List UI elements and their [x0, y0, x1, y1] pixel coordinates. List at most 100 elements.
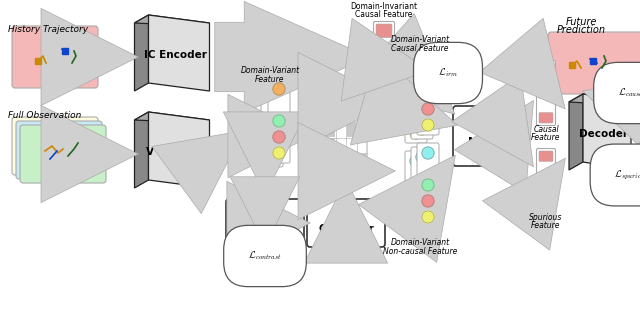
- FancyBboxPatch shape: [268, 79, 290, 163]
- Bar: [326, 154, 335, 169]
- FancyBboxPatch shape: [12, 26, 98, 88]
- FancyBboxPatch shape: [16, 121, 102, 179]
- Circle shape: [422, 211, 434, 223]
- Text: Domain-Invariant: Domain-Invariant: [351, 2, 417, 11]
- Bar: [347, 107, 356, 122]
- Polygon shape: [134, 15, 209, 26]
- Circle shape: [273, 131, 285, 143]
- Text: Feature: Feature: [531, 133, 561, 142]
- Circle shape: [410, 155, 422, 167]
- Bar: [316, 107, 325, 122]
- Text: History Trajectory: History Trajectory: [8, 26, 88, 35]
- Bar: [347, 123, 356, 137]
- Circle shape: [410, 219, 422, 231]
- Text: Feature: Feature: [531, 221, 561, 230]
- FancyBboxPatch shape: [539, 63, 553, 73]
- Text: Domain-Variant: Domain-Variant: [390, 238, 449, 247]
- Text: Full Observation: Full Observation: [8, 110, 81, 119]
- FancyBboxPatch shape: [548, 32, 640, 94]
- FancyBboxPatch shape: [536, 148, 556, 213]
- Polygon shape: [148, 15, 209, 91]
- FancyBboxPatch shape: [539, 201, 553, 211]
- Text: $\mathcal{L}_{spurious}$: $\mathcal{L}_{spurious}$: [614, 168, 640, 182]
- FancyBboxPatch shape: [453, 106, 527, 166]
- Bar: [357, 123, 367, 137]
- Circle shape: [410, 203, 422, 215]
- Polygon shape: [134, 112, 148, 188]
- Circle shape: [410, 95, 422, 107]
- Text: V Encoder: V Encoder: [146, 147, 205, 157]
- Circle shape: [422, 179, 434, 191]
- Circle shape: [422, 87, 434, 99]
- Text: Projection
Layer: Projection Layer: [237, 212, 293, 234]
- Polygon shape: [569, 94, 583, 170]
- Circle shape: [410, 63, 422, 75]
- FancyBboxPatch shape: [376, 86, 392, 100]
- Circle shape: [259, 155, 271, 167]
- Circle shape: [273, 115, 285, 127]
- Circle shape: [416, 183, 428, 195]
- FancyBboxPatch shape: [20, 125, 106, 183]
- Text: ...: ...: [381, 59, 387, 64]
- Polygon shape: [309, 91, 315, 175]
- Text: Causal Feature: Causal Feature: [355, 10, 413, 19]
- Text: Decoder: Decoder: [579, 129, 628, 139]
- Circle shape: [416, 107, 428, 119]
- Text: Future: Future: [565, 17, 596, 27]
- Circle shape: [266, 119, 278, 131]
- FancyBboxPatch shape: [376, 55, 392, 69]
- FancyBboxPatch shape: [417, 51, 439, 135]
- Circle shape: [259, 91, 271, 103]
- Text: Causal Feature: Causal Feature: [391, 44, 449, 53]
- Polygon shape: [134, 15, 148, 91]
- Circle shape: [266, 87, 278, 99]
- FancyBboxPatch shape: [405, 59, 427, 143]
- FancyBboxPatch shape: [307, 199, 385, 247]
- FancyBboxPatch shape: [12, 117, 98, 175]
- Text: Domain-Variant: Domain-Variant: [241, 66, 300, 75]
- FancyBboxPatch shape: [539, 176, 553, 186]
- Circle shape: [266, 135, 278, 147]
- FancyBboxPatch shape: [539, 151, 553, 161]
- Bar: [326, 123, 335, 137]
- Text: Spurious: Spurious: [529, 213, 563, 222]
- Bar: [316, 91, 325, 106]
- Text: Prediction: Prediction: [557, 25, 605, 35]
- FancyBboxPatch shape: [376, 24, 392, 38]
- Text: ...: ...: [543, 179, 548, 183]
- Circle shape: [422, 147, 434, 159]
- Circle shape: [410, 127, 422, 139]
- Circle shape: [422, 195, 434, 207]
- Circle shape: [273, 83, 285, 95]
- Circle shape: [422, 119, 434, 131]
- Bar: [326, 138, 335, 153]
- FancyBboxPatch shape: [411, 55, 433, 139]
- FancyBboxPatch shape: [536, 61, 556, 126]
- Polygon shape: [134, 112, 209, 123]
- Bar: [326, 91, 335, 106]
- Polygon shape: [309, 91, 367, 103]
- Polygon shape: [315, 91, 367, 175]
- Circle shape: [422, 55, 434, 67]
- FancyBboxPatch shape: [226, 199, 304, 247]
- Circle shape: [416, 199, 428, 211]
- FancyBboxPatch shape: [411, 147, 433, 231]
- Circle shape: [416, 123, 428, 135]
- Text: Fusion
Module: Fusion Module: [468, 125, 511, 147]
- FancyBboxPatch shape: [417, 143, 439, 227]
- Circle shape: [416, 59, 428, 71]
- Polygon shape: [569, 94, 631, 105]
- Bar: [336, 154, 346, 169]
- Polygon shape: [583, 94, 631, 170]
- Text: $\mathcal{L}_{contrast}$: $\mathcal{L}_{contrast}$: [248, 250, 282, 262]
- Bar: [357, 91, 367, 106]
- Text: ...: ...: [543, 91, 548, 95]
- Text: IC Encoder: IC Encoder: [144, 50, 207, 60]
- Circle shape: [416, 215, 428, 227]
- Circle shape: [422, 103, 434, 115]
- Text: Feature: Feature: [255, 75, 285, 84]
- FancyBboxPatch shape: [254, 87, 276, 171]
- Circle shape: [273, 147, 285, 159]
- Bar: [357, 154, 367, 169]
- Circle shape: [410, 111, 422, 123]
